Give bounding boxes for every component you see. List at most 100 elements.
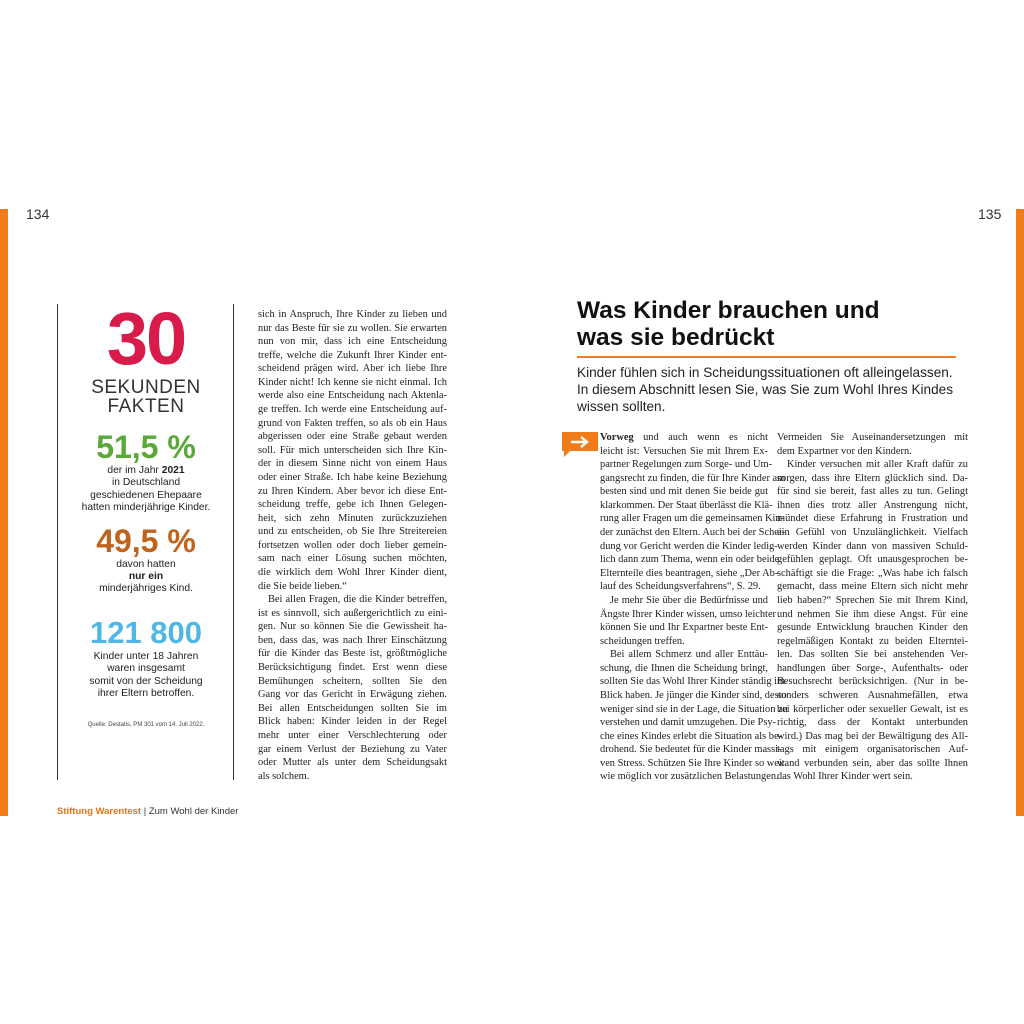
fact-text: in Deutschland — [111, 477, 181, 489]
text-span: dung vor Gericht werden die Kinder ledig… — [600, 540, 778, 552]
text-span: Bei allen Fragen, die die Kinder betreff… — [268, 594, 447, 606]
text-span: Ängste Ihrer Kinder wissen, umso leichte… — [600, 608, 777, 620]
lead-word: Vorweg — [600, 432, 634, 443]
text-span: und zu entscheiden, ob Sie Ihre Streiter… — [258, 526, 447, 538]
text-line: scheidungen treffen. — [600, 635, 768, 649]
fact-text: der im Jahr — [107, 465, 159, 476]
text-span: wird.) Das mag bei der Bewältigung des A… — [777, 730, 968, 742]
text-line: Vermeiden Sie Auseinandersetzungen mit — [777, 431, 968, 445]
text-line: können Sie und Ihr Expartner beste Ent- — [600, 621, 768, 635]
divider — [57, 304, 58, 780]
page-number: 135 — [978, 206, 1002, 222]
text-span: tags mit einigem organisatorischen Auf- — [777, 744, 968, 756]
fact-figure: 51,5 % — [96, 429, 196, 465]
text-span: Elternteile dies beantragen, siehe „Der … — [600, 567, 779, 579]
text-span: sollten Sie das Wohl Ihrer Kinder ständi… — [600, 676, 786, 688]
text-line: heit, sich zehn Minuten zurückzuziehen — [258, 512, 447, 526]
text-span: nur das Beste für sie zu wollen. Sie erw… — [258, 322, 447, 334]
text-line: Ängste Ihrer Kinder wissen, umso leichte… — [600, 608, 776, 622]
text-line: gangsrecht zu finden, die für Ihre Kinde… — [600, 472, 785, 486]
text-line: lieb haben?“ Sprechen Sie mit Ihrem Kind… — [777, 594, 968, 608]
text-span: gesunde Entwicklung brauchen Kinder den — [777, 622, 968, 634]
text-span: Berücksichtigung findet. Erst wenn diese — [258, 662, 447, 674]
text-span: Bemühungen scheitern, sollten Sie den — [258, 675, 447, 687]
text-line: zu Ihren Kindern. Aber bevor ich diese E… — [258, 485, 447, 499]
text-line: die wirklich dem Wohl Ihrer Kinder dient… — [258, 566, 447, 580]
text-line: für die Kinder das Beste ist, größtmögli… — [258, 647, 447, 661]
footer-book: Zum Wohl der Kinder — [148, 806, 239, 817]
text-span: Blick haben. Je jünger die Kinder sind, … — [600, 689, 787, 701]
text-line: sam nach einer Lösung suchen möchten, — [258, 552, 447, 566]
text-span: besten sind und mit denen Sie beide gut — [600, 486, 768, 498]
text-line: der in diesem Sinne nicht von einem Haus — [258, 457, 447, 471]
text-span: ven Stress. Schützen Sie Ihre Kinder so … — [600, 757, 785, 769]
text-line: Besuchsrecht berücksichtigen. (Nur in be… — [777, 675, 968, 689]
text-line: Bemühungen scheitern, sollten Sie den — [258, 675, 447, 689]
text-span: len. Das sollten Sie bei anstehenden Ver… — [777, 649, 968, 661]
text-span: zu Ihren Kindern. Aber bevor ich diese E… — [258, 485, 447, 497]
text-span: oder Mutter als unter dem Scheidungsakt — [258, 757, 447, 769]
text-line: treffe, welche die Zukunft Ihrer Kinder … — [258, 349, 447, 363]
text-line: dung vor Gericht werden die Kinder ledig… — [600, 540, 778, 554]
text-span: schung, die Ihnen die Scheidung bringt, — [600, 662, 768, 674]
fact-text: hatten minderjährige Kinder. — [81, 502, 211, 514]
arrow-icon — [562, 432, 598, 457]
text-line: lauf des Scheidungsverfahrens“, S. 29. — [600, 580, 768, 594]
text-span: oder einer Straße. Ich habe keine Bezieh… — [258, 471, 447, 483]
text-line: wie möglich vor zusätzlichen Belastungen… — [600, 770, 779, 784]
text-span: sich in Anspruch, Ihre Kinder zu lieben … — [258, 309, 447, 320]
text-span: ge treffen. Ich werde eine Entscheidung … — [258, 404, 447, 416]
text-line: besten sind und mit denen Sie beide gut — [600, 485, 768, 499]
text-line: ihnen dies trotz aller Anstrengung nicht… — [777, 499, 968, 513]
text-line: werden Kinder dann von massiven Schuld- — [777, 540, 968, 554]
text-span: sonders schweren Ausnahmefällen, etwa — [777, 689, 968, 701]
text-line: tags mit einigem organisatorischen Auf- — [777, 743, 968, 757]
text-column: sich in Anspruch, Ihre Kinder zu lieben … — [258, 308, 447, 783]
intro-line: In diesem Abschnitt lesen Sie, was Sie z… — [577, 382, 954, 397]
text-span: ein Gefühl von Unzulänglichkeit. Vielfac… — [777, 527, 968, 539]
text-span: die Sie beide lieben.“ — [258, 580, 347, 592]
fact-emphasis: 2021 — [161, 465, 185, 476]
text-span: bei körperlicher oder sexueller Gewalt, … — [777, 703, 968, 715]
text-span: die wirklich dem Wohl Ihrer Kinder dient… — [258, 566, 447, 578]
text-line: weniger sind sie in der Lage, die Situat… — [600, 703, 788, 717]
text-span: ihnen dies trotz aller Anstrengung nicht… — [777, 499, 968, 511]
text-span: lieb haben?“ Sprechen Sie mit Ihrem Kind… — [777, 594, 968, 606]
text-span: weniger sind sie in der Lage, die Situat… — [600, 703, 788, 715]
text-span: treffe, welche die Zukunft Ihrer Kinder … — [258, 349, 447, 361]
text-line: Bei allen Entscheidungen sollten Sie im — [258, 702, 447, 716]
text-line: grund von Fakten treffen, so als ob ein … — [258, 417, 447, 431]
text-span: für sind sie bereit, fast alles zu tun. … — [777, 486, 968, 498]
text-span: verstehen und damit umzugehen. Die Psy- — [600, 717, 777, 729]
text-line: Bei allem Schmerz und aller Enttäu- — [600, 648, 768, 662]
intro: Kinder fühlen sich in Scheidungssituatio… — [577, 364, 953, 415]
text-span: grund von Fakten treffen, so als ob ein … — [258, 417, 447, 429]
text-span: sorgen, dass ihre Eltern glücklich sind.… — [777, 472, 968, 484]
text-span: Besuchsrecht berücksichtigen. (Nur in be… — [777, 676, 968, 688]
text-line: die Sie beide lieben.“ — [258, 580, 447, 594]
page-number: 134 — [26, 206, 50, 222]
edge-bar — [1016, 209, 1024, 816]
text-span: fortsetzen wollen oder doch lieber gemei… — [258, 539, 447, 551]
text-line: nun von mir, dass ich eine Entscheidung — [258, 335, 447, 349]
text-span: mehr unter einer Verschlechterung oder — [258, 729, 447, 741]
fact-text: waren insgesamt — [107, 663, 185, 675]
text-line: gar einem Verlust der Beziehung zu Vater — [258, 743, 447, 757]
text-span: gar einem Verlust der Beziehung zu Vater — [258, 743, 447, 755]
text-line: nur das Beste für sie zu wollen. Sie erw… — [258, 322, 447, 336]
intro-line: wissen sollten. — [577, 399, 666, 414]
text-span: Gang vor das Gericht in Erwägung ziehen. — [258, 689, 447, 701]
divider — [233, 304, 234, 780]
text-line: dem Expartner vor den Kindern. — [777, 445, 968, 459]
text-span: und nehmen Sie ihm diese Angst. Für eine — [777, 608, 968, 620]
text-span: mündet diese Erfahrung in Frustration un… — [777, 513, 968, 525]
text-line: wird.) Das mag bei der Bewältigung des A… — [777, 730, 968, 744]
text-span: der zunächst den Eltern. Auch bei der Sc… — [600, 527, 786, 539]
title-line: was sie bedrückt — [577, 324, 775, 351]
text-line: werde also eine Entscheidung nach Aktenl… — [258, 389, 447, 403]
text-span: handlungen über Sorge-, Aufenthalts- ode… — [777, 662, 968, 674]
text-span: gen. Nur so können Sie die Gewissheit ha… — [258, 621, 447, 633]
fact-text: geschiedenen Ehepaare — [90, 489, 202, 501]
text-line: che eines Kindes erlebt die Situation al… — [600, 730, 782, 744]
text-span: lich dann zum Thema, wenn ein oder beide — [600, 554, 780, 566]
